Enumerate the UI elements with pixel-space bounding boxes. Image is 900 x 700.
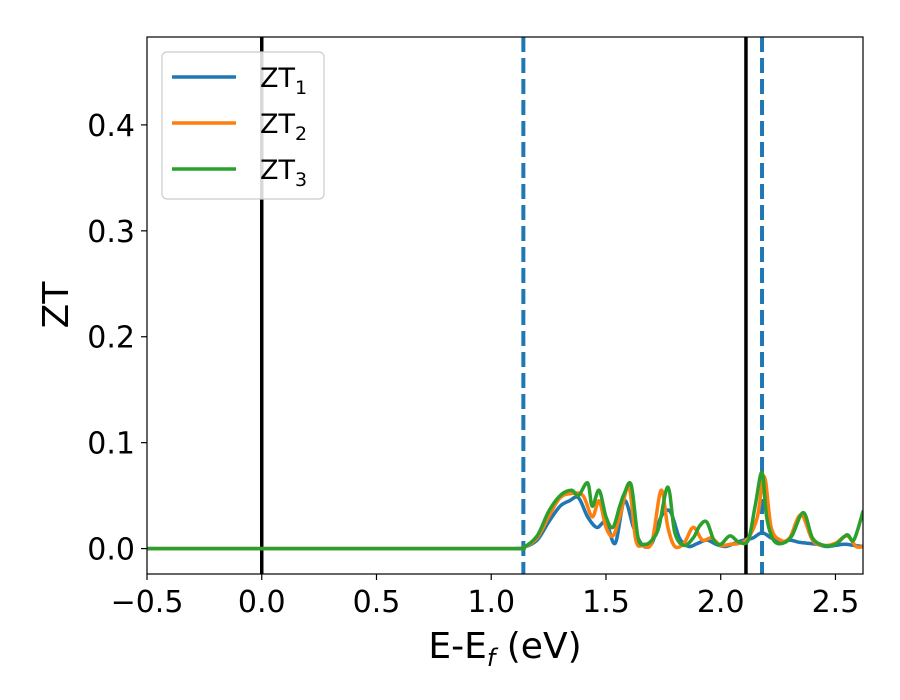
x-tick-label: 2.0 xyxy=(697,585,745,620)
plot-frame xyxy=(146,36,864,575)
y-axis-label: ZT xyxy=(36,281,77,329)
x-axis-label: E-Ef (eV) xyxy=(428,626,581,672)
y-tick-label: 0.1 xyxy=(87,427,135,462)
legend-label-zt1: ZT1 xyxy=(260,63,307,99)
legend-label-zt2: ZT2 xyxy=(260,109,307,145)
series-line-zt1 xyxy=(147,495,863,551)
legend-box xyxy=(161,51,325,200)
legend-entries: ZT1 ZT2 ZT3 xyxy=(172,63,307,191)
y-axis-ticks: 0.0 0.1 0.2 0.3 0.4 xyxy=(87,109,147,568)
x-tick-label: 1.5 xyxy=(582,585,630,620)
x-tick-label: 0.5 xyxy=(353,585,401,620)
x-tick-label: 1.0 xyxy=(467,585,515,620)
x-tick-label: 2.5 xyxy=(812,585,860,620)
y-tick-label: 0.4 xyxy=(87,109,135,144)
x-tick-label: 0.0 xyxy=(238,585,286,620)
series-line-zt3 xyxy=(147,470,863,551)
y-tick-label: 0.2 xyxy=(87,321,135,356)
series-lines xyxy=(147,470,863,551)
x-axis-ticks: −0.5 0.0 0.5 1.0 1.5 2.0 2.5 xyxy=(111,574,860,620)
y-tick-label: 0.0 xyxy=(87,533,135,568)
reference-lines xyxy=(259,37,765,574)
y-tick-label: 0.3 xyxy=(87,215,135,250)
legend-label-zt3: ZT3 xyxy=(260,155,307,191)
legend: ZT1 ZT2 ZT3 xyxy=(161,51,325,200)
x-tick-label: −0.5 xyxy=(111,585,184,620)
